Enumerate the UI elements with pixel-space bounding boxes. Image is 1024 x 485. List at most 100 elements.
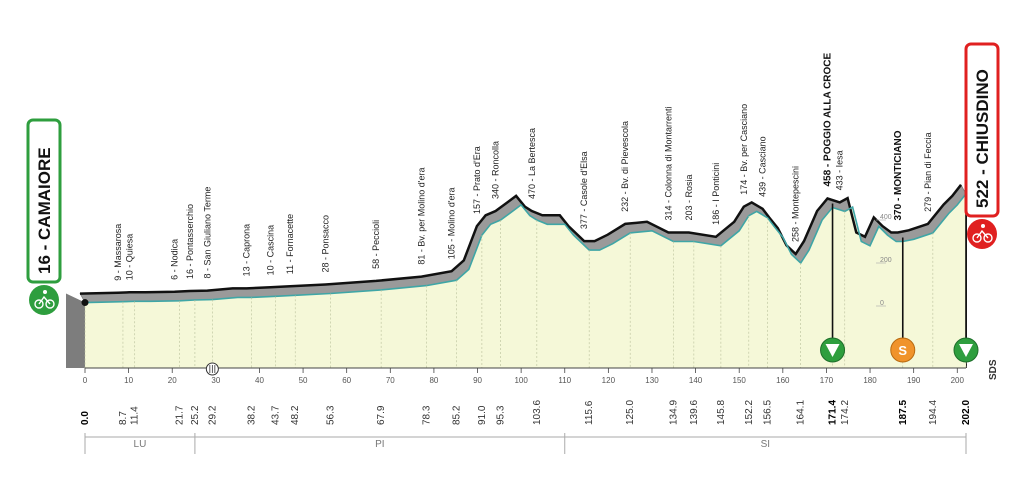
waypoint-label: 314 - Colonna di Montarrenti bbox=[663, 106, 673, 220]
start-badge-wheel bbox=[34, 299, 44, 309]
km-value-label: 171.4 bbox=[828, 400, 839, 425]
sprint-symbol: S bbox=[898, 343, 907, 358]
km-tick-label: 180 bbox=[863, 376, 877, 385]
km-value-label: 91.0 bbox=[477, 405, 488, 425]
profile-area bbox=[66, 90, 967, 368]
km-value-label: 95.3 bbox=[496, 405, 507, 425]
finish-badge-box bbox=[964, 42, 1000, 218]
km-value-label: 25.2 bbox=[190, 405, 201, 425]
down-triangle-icon bbox=[825, 344, 840, 357]
km-value-label: 202.0 bbox=[961, 400, 972, 425]
km-tick-label: 120 bbox=[602, 376, 616, 385]
finish-badge-label: 522 - CHIUSDINO bbox=[973, 69, 992, 208]
waypoint-labels: 9 - Massarosa 10 - Quiesa 6 - Nodica 16 - P… bbox=[113, 52, 933, 280]
waypoint-label: 433 - Iesa bbox=[835, 150, 845, 190]
waypoint-label: 9 - Massarosa bbox=[113, 224, 123, 281]
km-value-label: 194.4 bbox=[928, 400, 939, 425]
waypoint-label: 470 - La Bertesca bbox=[527, 128, 537, 199]
waypoint-label: 58 - Peccioli bbox=[371, 220, 381, 269]
finish-badge-wheel bbox=[983, 233, 993, 243]
km-value-label: 0.0 bbox=[80, 411, 91, 425]
waypoint-label: 157 - Prato d'Era bbox=[472, 146, 482, 214]
waypoint-label: 174 - Bv. per Casciano bbox=[739, 104, 749, 195]
km-value-label: 156.5 bbox=[763, 400, 774, 425]
km-value-label: 67.9 bbox=[376, 405, 387, 425]
km-value-label: 78.3 bbox=[421, 405, 432, 425]
finish-badge-frame bbox=[976, 229, 989, 239]
waypoint-label: 232 - Bv. di Pievescola bbox=[620, 121, 630, 212]
km-tick-label: 70 bbox=[386, 376, 395, 385]
km-value-label: 115.6 bbox=[584, 400, 595, 425]
sprint-marker bbox=[890, 337, 916, 363]
km-tick-label: 130 bbox=[645, 376, 659, 385]
km-value-label: 164.1 bbox=[796, 400, 807, 425]
km-tick-label: 100 bbox=[514, 376, 528, 385]
start-badge-box bbox=[26, 118, 62, 284]
km-value-label: 139.6 bbox=[689, 400, 700, 425]
km-axis: 0 10 20 30 40 50 60 70 80 90 100 110 120 130 140 150 160… bbox=[83, 367, 966, 385]
waypoint-label: 10 - Cascina bbox=[266, 225, 276, 276]
km-tick-label: 0 bbox=[83, 376, 88, 385]
km-tick-label: 150 bbox=[733, 376, 747, 385]
markers: S SDS bbox=[205, 189, 999, 380]
start-badge-cyclist-icon bbox=[29, 285, 59, 315]
km-value-label: 187.5 bbox=[898, 400, 909, 425]
waypoint-label: 105 - Molino d'era bbox=[447, 187, 457, 259]
km-value-label: 43.7 bbox=[271, 405, 282, 425]
km-value-label: 125.0 bbox=[625, 400, 636, 425]
finish-badge-wheel bbox=[972, 233, 982, 243]
km-value-label: 21.7 bbox=[175, 405, 186, 425]
waypoint-label: 186 - I Ponticini bbox=[711, 163, 721, 225]
km-tick-label: 80 bbox=[429, 376, 438, 385]
start-finish-badges: 16 - CAMAIORE 522 - CHIUSDINO bbox=[26, 42, 1000, 315]
km-value-label: 29.2 bbox=[207, 405, 218, 425]
brand-logo: SDS bbox=[988, 359, 999, 380]
km-tick-label: 30 bbox=[211, 376, 220, 385]
km-value-label: 11.4 bbox=[130, 406, 141, 425]
km-value-label: 38.2 bbox=[247, 405, 258, 425]
km-labels: 0.0 8.7 11.4 21.7 25.2 29.2 38.2 43.7 48.2 56.3 67… bbox=[80, 400, 972, 425]
waypoint-label: 370 - MONTICIANO bbox=[893, 130, 904, 220]
waypoint-label: 439 - Casciano bbox=[758, 136, 768, 197]
province-label: PI bbox=[375, 439, 384, 450]
km-value-label: 152.2 bbox=[744, 400, 755, 425]
waypoint-label: 6 - Nodica bbox=[170, 239, 180, 280]
waypoint-label: 13 - Caprona bbox=[242, 224, 252, 277]
start-badge-wheel bbox=[45, 299, 55, 309]
km-value-label: 56.3 bbox=[326, 405, 337, 425]
km-tick-label: 90 bbox=[473, 376, 482, 385]
km-tick-label: 20 bbox=[168, 376, 177, 385]
start-badge-rider-head bbox=[43, 290, 47, 294]
km-tick-label: 50 bbox=[299, 376, 308, 385]
waypoint-label: 16 - Pontasserchio bbox=[185, 204, 195, 279]
start-dot bbox=[81, 299, 89, 307]
km-tick-label: 200 bbox=[951, 376, 965, 385]
km-tick-label: 60 bbox=[342, 376, 351, 385]
km-tick-label: 40 bbox=[255, 376, 264, 385]
km-value-label: 103.6 bbox=[532, 400, 543, 425]
km-value-label: 48.2 bbox=[290, 405, 301, 425]
km-tick-label: 190 bbox=[907, 376, 921, 385]
profile-face bbox=[85, 193, 966, 368]
altitude-tick-label: 0 bbox=[880, 300, 884, 307]
waypoint-label: 279 - Pian di Feccia bbox=[923, 132, 933, 212]
waypoint-label: 11 - Fornacette bbox=[285, 214, 295, 274]
waypoint-label: 340 - Roncolla bbox=[491, 141, 501, 199]
km-tick-label: 10 bbox=[124, 376, 133, 385]
km-value-label: 174.2 bbox=[840, 400, 851, 425]
altitude-scale: 400 200 0 bbox=[876, 214, 892, 307]
down-triangle-icon bbox=[959, 344, 973, 357]
finish-badge-cyclist-icon bbox=[967, 219, 997, 249]
finish-badge-rider-head bbox=[981, 224, 985, 228]
waypoint-label: 258 - Montepescini bbox=[791, 166, 801, 242]
km-tick-label: 160 bbox=[776, 376, 790, 385]
km-tick-label: 140 bbox=[689, 376, 703, 385]
province-label: LU bbox=[134, 439, 147, 450]
km-value-label: 8.7 bbox=[118, 411, 129, 425]
waypoint-label: 458 - POGGIO ALLA CROCE bbox=[823, 52, 834, 186]
waypoint-label: 81 - Bv. per Molino d'era bbox=[416, 167, 426, 264]
waypoint-label: 10 - Quiesa bbox=[125, 234, 135, 281]
km-value-label: 145.8 bbox=[716, 400, 727, 425]
province-label: SI bbox=[761, 439, 770, 450]
